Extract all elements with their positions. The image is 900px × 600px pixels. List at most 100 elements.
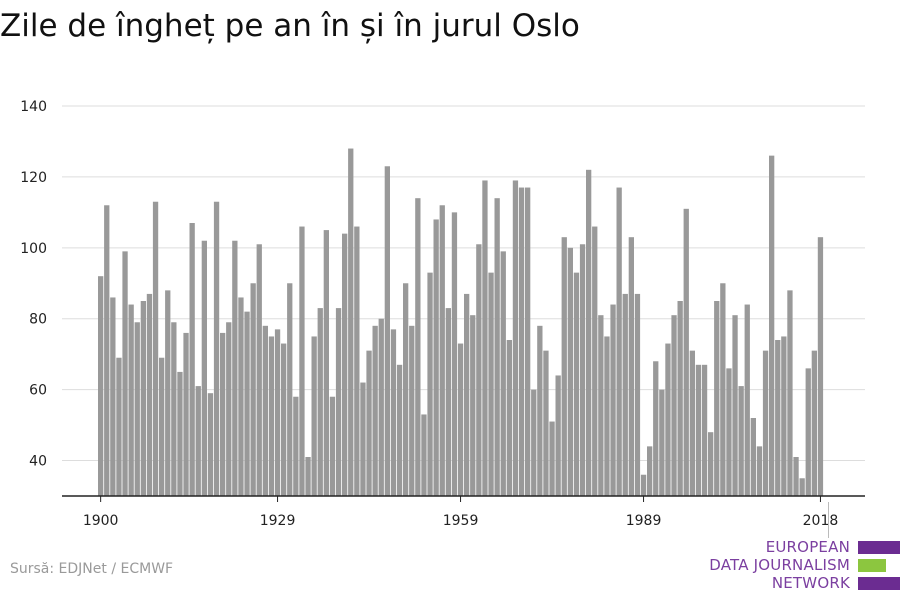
bar-2012 [781, 336, 787, 496]
bar-2013 [787, 290, 793, 496]
bar-1989 [640, 474, 647, 496]
bar-1961 [470, 315, 476, 496]
bar-1950 [403, 283, 409, 496]
bar-1960 [464, 293, 470, 496]
bar-2010 [769, 155, 775, 497]
bar-1904 [122, 251, 128, 496]
bar-2004 [732, 315, 738, 496]
y-tick-label: 80 [29, 312, 47, 328]
x-tick-label: 1900 [83, 513, 119, 529]
bar-1924 [244, 311, 250, 496]
bar-1903 [116, 357, 122, 496]
bar-1907 [140, 301, 146, 496]
logo-bar-green [858, 559, 886, 572]
bar-1918 [207, 393, 214, 496]
bar-1973 [543, 350, 549, 496]
bar-1931 [287, 283, 293, 496]
bar-2006 [744, 304, 750, 496]
bar-1971 [531, 389, 537, 496]
y-tick-labels: 40 60 80 100 120 140 [20, 99, 47, 470]
bar-1978 [573, 272, 580, 496]
bar-1975 [555, 375, 561, 496]
bar-1920 [220, 332, 226, 496]
bar-2016 [805, 368, 811, 496]
x-tick-label: 2018 [803, 513, 839, 529]
bar-1916 [195, 386, 201, 496]
bar-1966 [500, 251, 506, 496]
logo-bar-purple-bottom [858, 577, 900, 590]
bar-2003 [726, 368, 732, 496]
bar-1953 [421, 414, 427, 496]
bar-1987 [628, 237, 634, 496]
bar-1942 [354, 226, 360, 496]
bar-1925 [250, 283, 256, 496]
bar-1943 [360, 382, 366, 496]
bar-1935 [311, 336, 317, 496]
logo-line-2: DATA JOURNALISM [709, 556, 850, 574]
bar-1977 [567, 247, 573, 496]
bar-1986 [622, 293, 628, 496]
y-tick-label: 100 [20, 241, 47, 257]
bar-1912 [171, 322, 177, 496]
bar-1988 [634, 293, 641, 496]
bar-1999 [701, 364, 708, 496]
bar-1939 [335, 308, 342, 496]
bar-1929 [274, 329, 281, 496]
bar-1919 [213, 201, 220, 496]
bar-1983 [604, 336, 610, 496]
bar-1962 [476, 244, 482, 496]
y-tick-label: 140 [20, 99, 47, 115]
bar-1936 [317, 308, 323, 496]
bar-1906 [134, 322, 140, 496]
bar-2000 [708, 432, 714, 496]
bar-2014 [793, 457, 799, 496]
bar-1967 [506, 340, 512, 496]
bar-2005 [738, 386, 744, 496]
bar-1909 [152, 201, 159, 496]
x-tick-label: 1959 [443, 513, 479, 529]
bar-1981 [592, 226, 598, 496]
bar-1901 [104, 205, 110, 497]
bar-1933 [299, 226, 305, 496]
logo-divider [828, 502, 829, 538]
y-tick-label: 120 [20, 170, 47, 186]
bar-2011 [775, 340, 781, 496]
bar-1990 [647, 446, 653, 496]
bar-1969 [518, 187, 525, 496]
bar-1945 [372, 325, 378, 496]
bar-1970 [525, 187, 531, 496]
bar-2015 [799, 478, 805, 496]
bar-1926 [256, 244, 262, 496]
bar-1913 [177, 371, 183, 496]
bar-1947 [384, 166, 390, 497]
logo-line-1: EUROPEAN [765, 538, 850, 556]
bar-1992 [659, 389, 665, 496]
bar-1900 [98, 276, 104, 496]
edjnet-logo: EUROPEAN DATA JOURNALISM NETWORK [700, 502, 900, 594]
bar-1954 [427, 272, 433, 496]
bar-1902 [110, 297, 116, 496]
bar-1927 [262, 325, 268, 496]
bar-1959 [457, 343, 464, 496]
bar-1980 [586, 169, 592, 496]
bar-2018 [817, 237, 824, 496]
logo-bar-purple-top [858, 541, 900, 554]
bar-1996 [683, 208, 689, 496]
bar-1922 [232, 240, 238, 496]
y-tick-label: 60 [29, 383, 47, 399]
bar-1963 [482, 180, 488, 497]
bar-1910 [159, 357, 165, 496]
bar-1921 [226, 322, 232, 496]
bar-1995 [677, 301, 683, 496]
bar-1938 [329, 396, 336, 496]
bar-2009 [762, 350, 769, 496]
bar-1991 [653, 361, 659, 496]
bar-1928 [268, 336, 275, 496]
bar-1941 [348, 148, 354, 496]
bar-1934 [305, 457, 311, 496]
bar-1958 [451, 212, 458, 496]
bar-1949 [396, 364, 403, 496]
bar-2001 [714, 301, 720, 496]
bars [98, 148, 824, 497]
bar-1911 [165, 290, 171, 496]
